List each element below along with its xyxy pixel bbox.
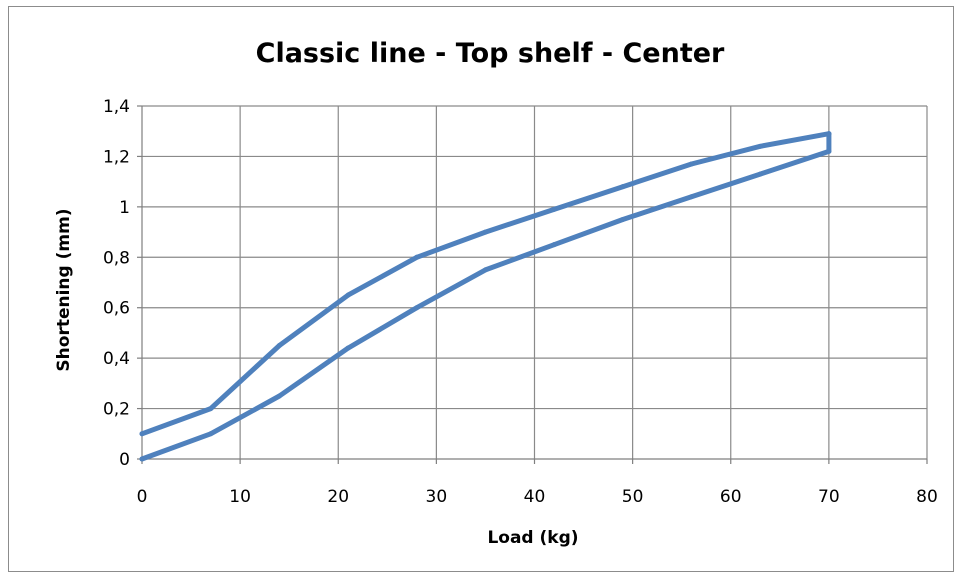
data-point <box>757 171 763 177</box>
data-point <box>208 431 214 437</box>
y-axis-title: Shortening (mm) <box>54 208 74 371</box>
data-point <box>345 292 351 298</box>
data-point <box>139 456 145 462</box>
series-lines <box>139 131 832 462</box>
chart-title: Classic line - Top shelf - Center <box>256 38 725 69</box>
series-line-1 <box>139 131 832 462</box>
x-tick-label: 40 <box>524 487 546 507</box>
data-point <box>689 194 694 200</box>
data-point <box>826 148 832 154</box>
x-tick-label: 10 <box>229 487 251 507</box>
data-point <box>826 131 832 137</box>
series-line-2 <box>139 131 832 437</box>
data-point <box>345 345 351 351</box>
data-point <box>414 305 420 311</box>
y-tick-label: 0,6 <box>103 299 130 319</box>
x-tick-label: 80 <box>916 487 938 507</box>
data-point <box>276 343 282 349</box>
x-axis-title: Load (kg) <box>487 528 578 548</box>
data-point <box>482 267 488 273</box>
data-point <box>551 242 557 248</box>
x-tick-label: 70 <box>818 487 840 507</box>
data-point <box>620 216 626 222</box>
chart-frame: Classic line - Top shelf - Center 0 0,2 0,… <box>8 6 954 572</box>
y-tick-label: 0,2 <box>103 400 130 420</box>
tick-labels: 0 0,2 0,4 0,6 0,8 1 1,2 1,4 0 10 20 30 40 50 60 70 80 <box>103 97 938 507</box>
y-tick-label: 0 <box>119 450 130 470</box>
y-tick-label: 0,8 <box>103 248 130 268</box>
x-tick-label: 20 <box>327 487 349 507</box>
y-tick-label: 1 <box>119 198 130 218</box>
data-point <box>482 229 488 235</box>
chart: Classic line - Top shelf - Center 0 0,2 0,… <box>54 38 938 548</box>
data-point <box>414 254 420 260</box>
y-tick-label: 0,4 <box>103 349 130 369</box>
data-point <box>620 184 626 190</box>
y-tick-label: 1,4 <box>103 97 130 117</box>
data-point <box>757 143 763 149</box>
x-tick-label: 50 <box>622 487 644 507</box>
data-point <box>689 161 694 167</box>
axes <box>137 105 928 464</box>
data-point <box>551 206 557 212</box>
y-tick-label: 1,2 <box>103 147 130 167</box>
x-tick-label: 0 <box>137 487 148 507</box>
data-point <box>276 393 282 399</box>
x-tick-label: 30 <box>426 487 448 507</box>
gridlines <box>142 105 928 459</box>
data-point <box>139 431 145 437</box>
data-point <box>208 406 214 412</box>
x-tick-label: 60 <box>720 487 742 507</box>
